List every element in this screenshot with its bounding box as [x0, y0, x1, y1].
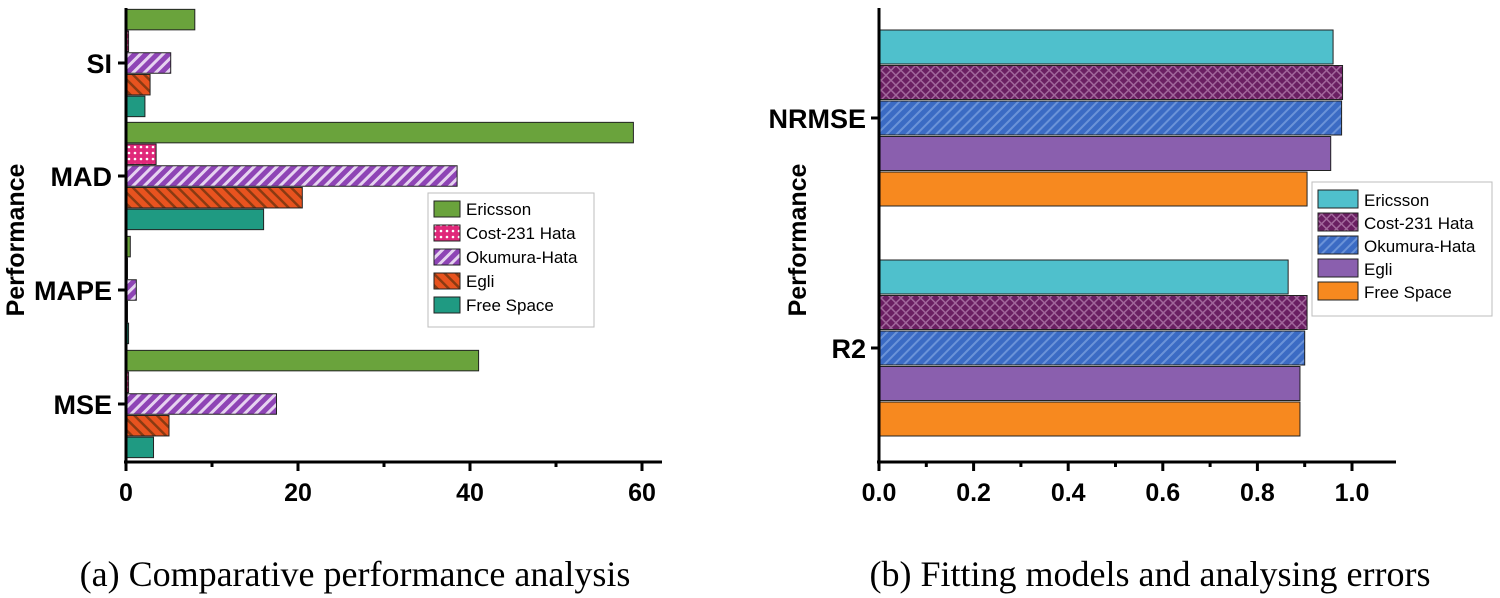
bar-si-free-space: [125, 95, 146, 118]
bar-r2-egli: [878, 366, 1301, 401]
x-ticks-b: 0.0 0.2 0.4 0.6 0.8 1.0: [862, 462, 1370, 507]
legend-swatch-egli: [1317, 258, 1359, 278]
plot-area-a: [118, 8, 634, 459]
legend-swatch-okumura-hata: [433, 248, 461, 266]
category-label-r2: R2: [831, 334, 866, 364]
category-label-mse: MSE: [53, 390, 112, 420]
bar-mad-okumura-hata: [125, 165, 458, 187]
bar-r2-ericsson: [878, 259, 1289, 295]
bar-nrmse-okumura-hata: [878, 100, 1343, 136]
bar-nrmse-ericsson: [878, 29, 1334, 65]
legend-label-okumura-hata: Okumura-Hata: [466, 248, 578, 267]
legend-a: Ericsson Cost-231 Hata Okumura-Hata Egli Fre…: [427, 192, 595, 328]
legend-label-cost-231-hata: Cost-231 Hata: [466, 224, 576, 243]
chart-fitting-models: 0.0 0.2 0.4 0.6 0.8 1.0 NRMSE R2 Performance E…: [768, 8, 1493, 594]
y-axis-title-a: Performance: [2, 163, 30, 316]
legend-swatch-cost-231-hata: [1317, 212, 1359, 232]
x-tick-label-0: 0: [119, 479, 133, 507]
x-tick-label-0-8: 0.8: [1240, 479, 1275, 507]
legend-swatch-okumura-hata: [1317, 235, 1359, 255]
legend-label-okumura-hata: Okumura-Hata: [1364, 237, 1476, 256]
y-axis-title-b: Performance: [784, 163, 812, 316]
x-tick-label-20: 20: [284, 479, 312, 507]
caption-a: (a) Comparative performance analysis: [80, 554, 631, 594]
legend-label-egli: Egli: [1364, 260, 1392, 279]
bar-r2-okumura-hata: [878, 330, 1306, 366]
legend-swatch-ericsson: [433, 200, 461, 218]
bar-mse-okumura-hata: [125, 393, 277, 415]
legend-label-ericsson: Ericsson: [1364, 191, 1429, 210]
category-label-mape: MAPE: [34, 276, 112, 306]
legend-label-cost-231-hata: Cost-231 Hata: [1364, 214, 1474, 233]
category-labels-b: NRMSE R2: [768, 104, 866, 364]
bar-si-egli: [125, 73, 151, 96]
category-labels-a: SI MAD MAPE MSE: [34, 49, 112, 420]
x-tick-label-0-6: 0.6: [1145, 479, 1180, 507]
bar-mad-ericsson: [125, 121, 634, 144]
x-tick-label-40: 40: [456, 479, 484, 507]
bar-si-ericsson: [125, 8, 196, 31]
x-tick-label-0-4: 0.4: [1051, 479, 1086, 507]
bar-mse-egli: [125, 414, 170, 437]
legend-label-free-space: Free Space: [1364, 283, 1452, 302]
x-tick-label-1-0: 1.0: [1335, 479, 1370, 507]
legend-swatch-cost-231-hata: [433, 224, 461, 242]
legend-label-free-space: Free Space: [466, 296, 554, 315]
chart-comparative-performance: 0 20 40 60 SI MAD MAPE MSE Performance Ericsso…: [2, 8, 662, 594]
bar-nrmse-cost-231-hata: [878, 65, 1344, 100]
bar-mape-okumura-hata: [125, 279, 137, 301]
caption-b: (b) Fitting models and analysing errors: [870, 554, 1431, 594]
x-tick-label-0-0: 0.0: [862, 479, 897, 507]
legend-b: Ericsson Cost-231 Hata Okumura-Hata Egli Fre…: [1311, 181, 1493, 317]
x-tick-label-0-2: 0.2: [956, 479, 991, 507]
bar-mse-free-space: [125, 436, 155, 459]
legend-swatch-free-space: [433, 296, 461, 314]
category-label-mad: MAD: [51, 162, 113, 192]
x-ticks-a: 0 20 40 60: [119, 462, 656, 507]
legend-swatch-ericsson: [1317, 189, 1359, 209]
x-tick-label-60: 60: [628, 479, 656, 507]
bar-mse-ericsson: [125, 349, 480, 372]
plot-area-b: [871, 29, 1344, 437]
bar-mad-free-space: [125, 208, 265, 231]
legend-label-egli: Egli: [466, 272, 494, 291]
bar-mad-egli: [125, 186, 303, 209]
bar-nrmse-free-space: [878, 171, 1308, 207]
bar-mad-cost-231-hata: [125, 143, 157, 166]
bar-si-okumura-hata: [125, 52, 172, 74]
category-label-nrmse: NRMSE: [768, 104, 866, 134]
legend-swatch-free-space: [1317, 281, 1359, 301]
legend-label-ericsson: Ericsson: [466, 200, 531, 219]
bar-r2-cost-231-hata: [878, 295, 1308, 330]
legend-swatch-egli: [433, 272, 461, 290]
bar-nrmse-egli: [878, 136, 1332, 171]
category-label-si: SI: [86, 49, 112, 79]
bar-r2-free-space: [878, 401, 1301, 437]
